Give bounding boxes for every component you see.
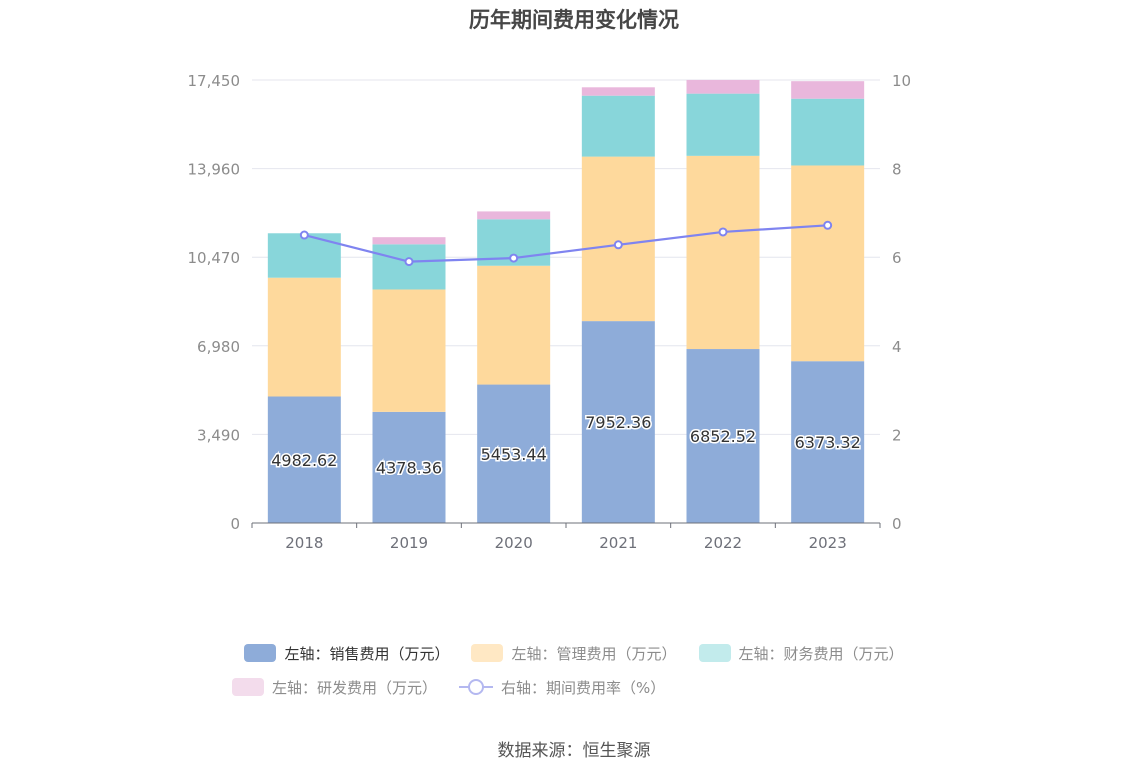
bar-segment [686,155,760,350]
bar-segment [791,165,865,362]
bar-segment [581,87,655,96]
bar-value-label: 7952.36 [585,413,651,432]
bar-segment [686,93,760,156]
legend-label-finance: 左轴：财务费用（万元） [738,644,904,663]
legend-item-admin[interactable]: 左轴：管理费用（万元） [471,643,677,664]
y-right-tick-label: 4 [892,338,902,356]
legend-row-1: 左轴：销售费用（万元） 左轴：管理费用（万元） 左轴：财务费用（万元） [0,636,1148,670]
legend-item-rate[interactable]: 右轴：期间费用率（%） [459,677,665,698]
y-left-tick-label: 17,450 [188,72,241,90]
y-left-tick-label: 10,470 [188,249,241,267]
y-right-tick-label: 8 [892,161,902,179]
bar-segment [267,233,341,278]
y-right-tick-label: 10 [892,72,911,90]
rate-line [304,224,828,263]
bar-segment [791,98,865,166]
bar-segment [791,361,865,523]
bar-value-labels: 4982.62 4378.36 5453.44 7952.36 6852.52 6373.… [270,412,863,479]
legend-label-rnd: 左轴：研发费用（万元） [272,678,438,697]
legend-label-rate: 右轴：期间费用率（%） [501,678,666,697]
bar-segment [372,244,446,290]
x-tick-label: 2021 [599,534,637,552]
legend-line-icon [459,678,494,696]
bar-value-label: 4378.36 [376,458,442,477]
bar-segment [372,289,446,412]
bar-segment [267,396,341,523]
bar-segment [372,237,446,245]
chart-title: 历年期间费用变化情况 [469,8,679,32]
legend: 左轴：销售费用（万元） 左轴：管理费用（万元） 左轴：财务费用（万元） 左轴：研… [0,636,1148,704]
bar-segment [581,156,655,322]
x-tick-label: 2022 [704,534,742,552]
legend-item-finance[interactable]: 左轴：财务费用（万元） [698,643,904,664]
bar-segment [477,384,551,523]
rate-point [509,253,519,263]
y-left-tick-label: 0 [230,515,240,533]
legend-row-2: 左轴：研发费用（万元） 右轴：期间费用率（%） [0,670,1148,704]
y-left-tick-label: 13,960 [188,161,241,179]
y-right-tick-label: 0 [892,515,902,533]
x-tick-label: 2020 [495,534,533,552]
rate-line-layer [299,220,833,267]
legend-label-sales: 左轴：销售费用（万元） [284,644,450,663]
rate-point [613,240,623,250]
bar-segment [686,79,760,94]
x-tick-label: 2019 [390,534,428,552]
rate-point [299,230,309,240]
y-right-tick-label: 2 [892,426,902,444]
legend-swatch-sales [244,644,277,662]
y-right-tick-label: 6 [892,249,902,267]
x-tick-label: 2023 [809,534,847,552]
legend-label-admin: 左轴：管理费用（万元） [511,644,677,663]
rate-point [718,227,728,237]
rate-point [404,257,414,267]
y-left-tick-label: 3,490 [197,426,240,444]
bar-value-label: 6852.52 [690,427,756,446]
data-source: 数据来源：恒生聚源 [497,741,651,761]
y-left-tick-label: 6,980 [197,338,240,356]
axes: 0 0 3,490 2 6,980 4 10,470 6 13,960 8 17,450 10 2018… [188,72,912,552]
legend-swatch-admin [471,644,504,662]
bar-segment [581,321,655,523]
bar-value-label: 5453.44 [481,445,547,464]
legend-item-sales[interactable]: 左轴：销售费用（万元） [244,643,449,664]
bar-segment [477,265,551,385]
grid-lines [252,79,880,435]
bar-layer [267,79,865,523]
bar-segment [581,95,655,157]
legend-swatch-rnd [232,678,264,696]
bar-segment [372,411,446,523]
bar-segment [267,277,341,397]
bar-value-label: 6373.32 [795,433,861,452]
bar-value-label: 4982.62 [271,451,337,470]
bar-segment [791,81,865,99]
chart-canvas: 4982.62 4378.36 5453.44 7952.36 6852.52 6373.… [188,72,912,552]
bar-segment [477,211,551,220]
legend-item-rnd[interactable]: 左轴：研发费用（万元） [232,677,437,698]
x-tick-label: 2018 [285,534,323,552]
legend-swatch-finance [698,644,731,662]
bar-segment [686,349,760,523]
rate-point [823,220,833,230]
